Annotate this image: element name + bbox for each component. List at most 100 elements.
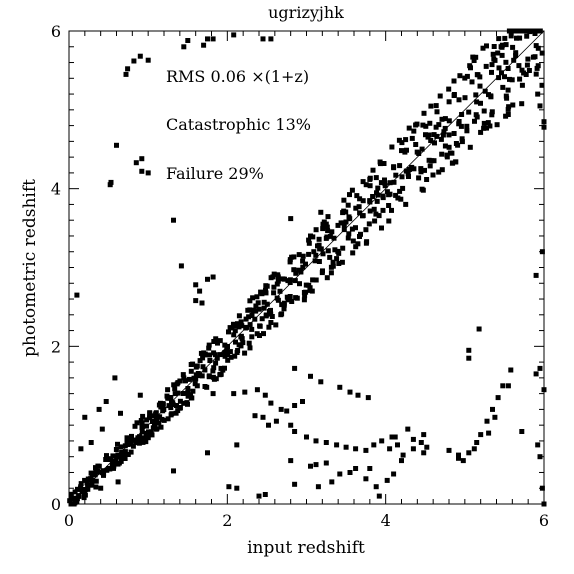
data-point — [210, 36, 216, 42]
data-point — [109, 462, 115, 468]
data-point — [360, 213, 366, 219]
data-point — [270, 274, 276, 280]
data-point — [288, 216, 294, 222]
data-point — [403, 137, 409, 143]
data-point — [474, 99, 480, 105]
data-point — [281, 306, 287, 312]
data-point — [205, 450, 210, 456]
data-point — [436, 122, 442, 128]
data-point — [472, 118, 477, 124]
data-point — [473, 92, 479, 98]
data-point — [224, 347, 230, 353]
data-point — [166, 395, 172, 401]
data-point — [198, 350, 204, 356]
data-point — [318, 379, 324, 385]
data-point — [222, 350, 228, 355]
failure-annotation: Failure 29% — [166, 164, 264, 183]
data-point — [217, 338, 223, 344]
data-point — [313, 277, 319, 283]
data-point — [196, 373, 202, 379]
data-point — [202, 367, 208, 373]
data-point — [422, 167, 427, 173]
data-point — [309, 288, 315, 294]
data-point — [530, 54, 536, 60]
data-point — [177, 378, 183, 384]
data-point — [70, 495, 76, 501]
data-point — [207, 358, 213, 363]
data-point — [273, 322, 279, 328]
data-point — [210, 391, 216, 397]
data-point — [207, 352, 212, 358]
data-point — [350, 238, 356, 244]
data-point — [506, 104, 512, 110]
data-point — [306, 240, 312, 246]
data-point — [139, 420, 145, 426]
data-point — [382, 177, 387, 183]
data-point — [205, 276, 210, 282]
data-point — [260, 36, 266, 42]
data-point — [139, 156, 145, 162]
data-point — [389, 434, 395, 440]
data-point — [473, 54, 479, 60]
data-point — [356, 204, 362, 210]
data-point — [301, 297, 307, 303]
data-point — [148, 429, 154, 435]
data-point — [67, 498, 73, 504]
data-point — [519, 101, 525, 107]
data-point — [306, 237, 312, 243]
data-point — [367, 208, 373, 214]
data-point — [503, 59, 509, 65]
data-point — [72, 489, 78, 495]
data-point — [108, 456, 114, 462]
data-point — [341, 208, 347, 214]
data-point — [300, 399, 305, 404]
data-point — [261, 331, 266, 337]
data-point — [292, 429, 298, 434]
data-point — [481, 108, 487, 114]
data-point — [367, 183, 373, 189]
data-point — [316, 242, 322, 248]
data-point — [375, 185, 381, 191]
data-point — [467, 144, 473, 150]
data-point — [171, 468, 176, 474]
axis-tick-labels: 0 2 4 6 0 2 4 6 — [51, 22, 549, 530]
data-point — [498, 44, 504, 50]
data-point — [266, 422, 271, 428]
data-point — [273, 418, 279, 424]
data-point — [297, 281, 302, 287]
data-point — [503, 113, 509, 119]
data-point — [119, 449, 125, 455]
data-point — [370, 167, 376, 173]
data-point — [459, 139, 465, 145]
data-point — [199, 373, 205, 379]
data-point — [150, 419, 155, 424]
data-point — [249, 326, 255, 332]
data-point — [247, 298, 253, 304]
data-point — [507, 76, 512, 82]
data-point — [449, 160, 455, 166]
data-point — [170, 402, 176, 407]
data-point — [391, 164, 397, 170]
data-point — [355, 392, 361, 398]
data-point — [214, 355, 220, 361]
data-point — [442, 116, 448, 122]
data-point — [186, 376, 192, 382]
data-point — [431, 158, 437, 164]
data-point — [178, 263, 184, 269]
data-point — [239, 323, 245, 329]
data-point — [104, 453, 109, 459]
data-point — [406, 125, 412, 131]
data-point — [484, 418, 490, 424]
data-point — [172, 386, 178, 392]
data-point — [95, 463, 101, 469]
data-point — [505, 383, 511, 389]
data-point — [519, 82, 525, 88]
data-point — [81, 495, 87, 501]
data-point — [527, 29, 533, 35]
data-point — [217, 352, 223, 358]
data-point — [353, 446, 359, 452]
data-point — [231, 332, 237, 338]
data-point — [375, 192, 381, 198]
data-point — [231, 32, 237, 38]
data-point — [311, 249, 317, 255]
